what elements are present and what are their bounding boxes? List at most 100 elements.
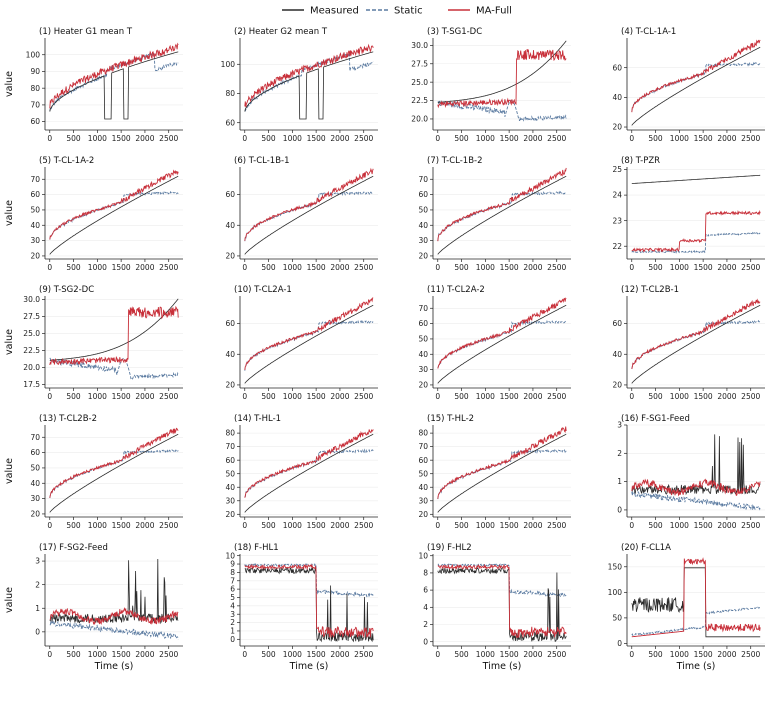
- x-tick-label: 2500: [547, 263, 566, 272]
- y-tick-label: 60: [418, 456, 428, 465]
- series-ma-full: [437, 426, 567, 499]
- series-measured: [49, 298, 179, 361]
- x-tick-label: 2500: [159, 392, 178, 401]
- x-tick-label: 2000: [330, 134, 349, 143]
- panel-5: (5) T-CL-1A-2 20 30 40 50 60 70 0 500 1000 1500 200…: [4, 156, 183, 272]
- series-ma-full: [49, 305, 179, 366]
- series-static: [437, 190, 567, 241]
- x-tick-label: 0: [47, 134, 52, 143]
- panel-title: (9) T-SG2-DC: [39, 285, 94, 295]
- x-tick-label: 1500: [307, 650, 326, 659]
- x-tick-label: 500: [454, 134, 469, 143]
- series-measured: [244, 175, 374, 255]
- y-tick-label: 70: [418, 304, 428, 313]
- y-axis-label: value: [4, 458, 15, 484]
- x-tick-label: 0: [629, 263, 634, 272]
- y-tick-label: 150: [608, 562, 623, 571]
- x-tick-label: 0: [242, 650, 247, 659]
- series-measured: [244, 51, 374, 120]
- x-tick-label: 0: [242, 521, 247, 530]
- x-tick-label: 500: [648, 263, 663, 272]
- x-tick-label: 2000: [523, 392, 542, 401]
- x-tick-label: 0: [242, 134, 247, 143]
- y-tick-label: 80: [30, 84, 40, 93]
- y-tick-label: 25.0: [23, 329, 40, 338]
- panel-17: (17) F-SG2-Feed 0 1 2 3 0 500 1000 1500 2000 2500 v…: [4, 543, 183, 672]
- y-tick-label: 40: [30, 221, 40, 230]
- series-measured: [49, 433, 179, 513]
- x-tick-label: 2000: [135, 263, 154, 272]
- y-tick-label: 20: [30, 252, 40, 261]
- legend-label: MA-Full: [476, 6, 512, 17]
- panel-title: (7) T-CL-1B-2: [427, 156, 483, 166]
- y-tick-label: 60: [612, 319, 622, 328]
- x-tick-label: 1000: [88, 521, 107, 530]
- y-tick-label: 70: [30, 433, 40, 442]
- x-tick-label: 0: [47, 263, 52, 272]
- series-measured: [244, 566, 374, 643]
- x-tick-label: 2500: [547, 134, 566, 143]
- x-tick-label: 1000: [283, 392, 302, 401]
- x-tick-label: 500: [261, 263, 276, 272]
- panel-6: (6) T-CL-1B-1 20 40 60 0 500 1000 1500 2000 2500: [225, 156, 378, 272]
- series-static: [49, 52, 179, 112]
- series-measured: [631, 567, 761, 638]
- series-measured: [437, 433, 567, 513]
- y-tick-label: 50: [30, 206, 40, 215]
- x-axis-label: Time (s): [289, 661, 329, 672]
- x-tick-label: 1000: [476, 650, 495, 659]
- y-tick-label: 20: [30, 510, 40, 519]
- series-ma-full: [244, 563, 374, 638]
- panel-15: (15) T-HL-2 20 30 40 50 60 70 80 0 500 1000 1500 200…: [418, 414, 571, 530]
- y-tick-label: 20.0: [23, 363, 40, 372]
- x-tick-label: 2000: [523, 521, 542, 530]
- x-tick-label: 1500: [112, 263, 131, 272]
- y-tick-label: 40: [418, 350, 428, 359]
- y-tick-label: 60: [225, 456, 235, 465]
- x-tick-label: 2000: [330, 650, 349, 659]
- x-tick-label: 2500: [159, 521, 178, 530]
- y-tick-label: 70: [30, 175, 40, 184]
- legend-item-0: Measured: [282, 6, 359, 17]
- x-tick-label: 2500: [741, 650, 760, 659]
- x-tick-label: 0: [435, 263, 440, 272]
- x-tick-label: 1000: [670, 521, 689, 530]
- panel-title: (8) T-PZR: [621, 156, 660, 166]
- series-static: [244, 319, 374, 371]
- series-static: [437, 563, 567, 598]
- y-tick-label: 9: [230, 560, 235, 569]
- x-tick-label: 1000: [670, 392, 689, 401]
- y-tick-label: 3: [35, 557, 40, 566]
- y-tick-label: 30: [418, 365, 428, 374]
- x-tick-label: 0: [47, 521, 52, 530]
- y-tick-label: 40: [612, 350, 622, 359]
- x-tick-label: 2500: [354, 392, 373, 401]
- y-tick-label: 70: [30, 101, 40, 110]
- y-tick-label: 20: [418, 510, 428, 519]
- y-tick-label: 4: [230, 601, 235, 610]
- x-tick-label: 1000: [88, 650, 107, 659]
- series-static: [244, 52, 374, 112]
- x-tick-label: 500: [454, 263, 469, 272]
- y-tick-label: 60: [612, 63, 622, 72]
- y-tick-label: 0: [230, 635, 235, 644]
- series-ma-full: [244, 297, 374, 371]
- series-ma-full: [631, 209, 761, 253]
- x-tick-label: 0: [629, 392, 634, 401]
- x-axis-label: Time (s): [676, 661, 716, 672]
- series-measured: [631, 304, 761, 384]
- panel-title: (10) T-CL2A-1: [234, 285, 292, 295]
- x-tick-label: 0: [435, 134, 440, 143]
- x-tick-label: 2500: [741, 392, 760, 401]
- panel-title: (2) Heater G2 mean T: [234, 27, 328, 37]
- y-tick-label: 27.5: [23, 312, 40, 321]
- x-tick-label: 2000: [717, 134, 736, 143]
- panel-10: (10) T-CL2A-1 20 40 60 0 500 1000 1500 2000 2500: [225, 285, 378, 401]
- series-ma-full: [437, 563, 567, 639]
- series-ma-full: [631, 557, 761, 638]
- y-tick-label: 27.5: [411, 59, 428, 68]
- series-static: [437, 449, 567, 500]
- x-tick-label: 2500: [741, 521, 760, 530]
- x-tick-label: 2000: [717, 521, 736, 530]
